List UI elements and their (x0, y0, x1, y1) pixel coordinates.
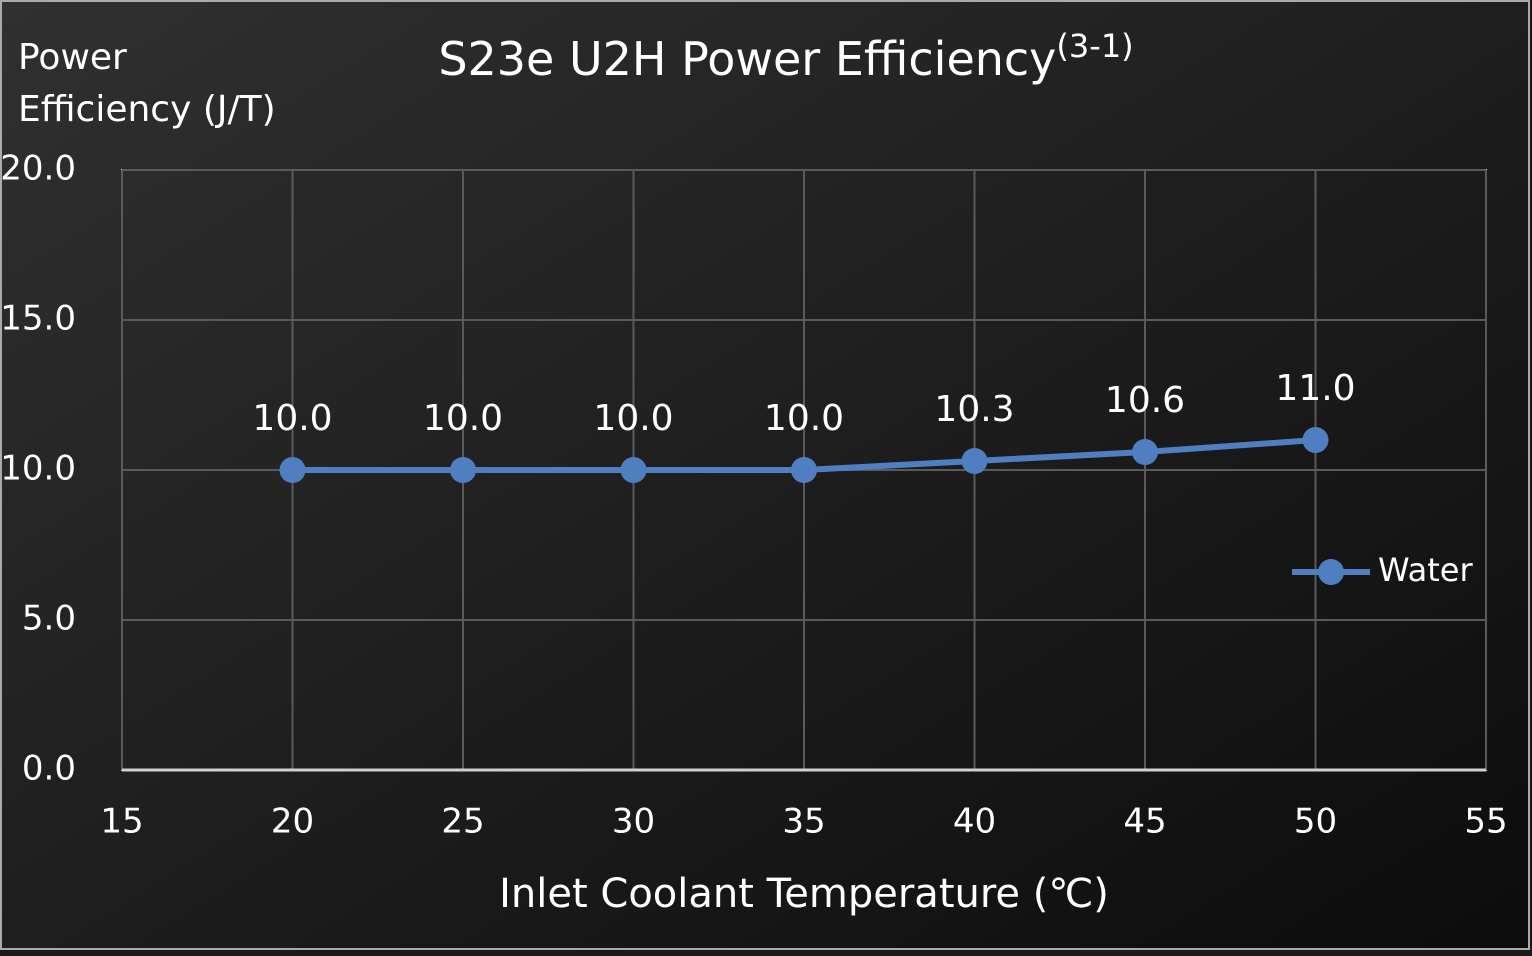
x-tick-label: 40 (953, 802, 996, 842)
title-superscript: (3-1) (1056, 27, 1133, 65)
data-point (620, 457, 647, 483)
x-tick-label: 20 (271, 802, 314, 842)
data-point (791, 457, 817, 483)
y-tick-label: 20.0 (0, 149, 76, 189)
y-tick-label: 0.0 (22, 749, 76, 789)
data-label: 10.0 (593, 398, 673, 439)
data-label: 10.0 (764, 398, 844, 439)
data-point (279, 457, 306, 483)
x-tick-label: 55 (1464, 802, 1507, 842)
data-point (1302, 427, 1329, 453)
x-axis-label: Inlet Coolant Temperature (℃) (499, 871, 1109, 917)
x-tick-label: 30 (612, 802, 655, 842)
legend-marker (1318, 559, 1344, 585)
x-tick-label: 45 (1123, 802, 1166, 842)
x-tick-label: 50 (1294, 802, 1337, 842)
y-tick-label: 15.0 (0, 299, 76, 339)
chart-title: S23e U2H Power Efficiency(3-1) (438, 27, 1133, 86)
data-label: 10.0 (423, 398, 503, 439)
y-tick-label: 10.0 (0, 449, 76, 489)
x-tick-label: 25 (441, 802, 484, 842)
data-label: 10.0 (252, 398, 332, 439)
data-point (1132, 439, 1158, 465)
data-point (961, 448, 988, 474)
y-tick-label: 5.0 (22, 599, 76, 639)
data-label: 11.0 (1275, 368, 1355, 409)
data-point (450, 457, 476, 483)
data-label: 10.3 (934, 389, 1014, 430)
x-tick-label: 35 (782, 802, 825, 842)
x-tick-label: 15 (100, 802, 143, 842)
title-main: S23e U2H Power Efficiency (438, 32, 1056, 86)
y-axis-label: Power Efficiency (J/T) (18, 37, 276, 130)
legend-label: Water (1378, 551, 1473, 589)
data-label: 10.6 (1105, 380, 1185, 421)
